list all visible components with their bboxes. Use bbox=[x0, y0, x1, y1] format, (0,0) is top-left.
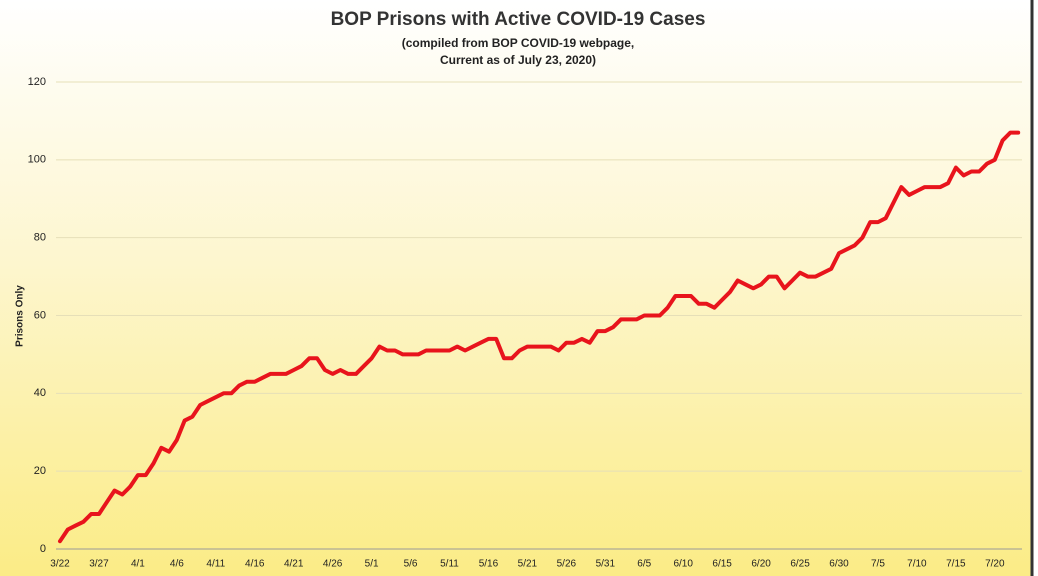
x-tick-label: 6/15 bbox=[712, 559, 732, 570]
x-tick-label: 7/20 bbox=[985, 559, 1005, 570]
x-tick-label: 4/6 bbox=[170, 559, 184, 570]
x-tick-label: 6/30 bbox=[829, 559, 849, 570]
y-tick-label: 120 bbox=[28, 76, 46, 88]
x-tick-label: 7/15 bbox=[946, 559, 966, 570]
x-tick-label: 5/1 bbox=[365, 559, 379, 570]
x-tick-label: 6/25 bbox=[790, 559, 810, 570]
x-tick-label: 6/5 bbox=[637, 559, 651, 570]
x-tick-label: 6/10 bbox=[673, 559, 693, 570]
y-tick-label: 60 bbox=[34, 309, 46, 321]
x-tick-label: 4/26 bbox=[323, 559, 343, 570]
x-tick-label: 6/20 bbox=[751, 559, 771, 570]
y-tick-label: 0 bbox=[40, 543, 46, 555]
y-axis-label: Prisons Only bbox=[15, 285, 26, 347]
x-tick-label: 5/11 bbox=[440, 559, 459, 570]
x-tick-label: 3/22 bbox=[50, 559, 70, 570]
chart-title: BOP Prisons with Active COVID-19 Cases bbox=[331, 9, 706, 30]
x-tick-label: 7/10 bbox=[907, 559, 927, 570]
x-tick-label: 7/5 bbox=[871, 559, 885, 570]
x-tick-label: 4/1 bbox=[131, 559, 145, 570]
x-tick-label: 4/11 bbox=[206, 559, 225, 570]
chart-subtitle: Current as of July 23, 2020) bbox=[440, 53, 596, 67]
y-tick-label: 80 bbox=[34, 232, 46, 244]
y-tick-label: 40 bbox=[34, 387, 46, 399]
x-tick-label: 5/31 bbox=[596, 559, 616, 570]
x-tick-label: 5/16 bbox=[479, 559, 499, 570]
x-tick-label: 4/16 bbox=[245, 559, 265, 570]
chart-subtitle: (compiled from BOP COVID-19 webpage, bbox=[402, 36, 635, 50]
x-tick-label: 5/26 bbox=[557, 559, 577, 570]
x-tick-label: 4/21 bbox=[284, 559, 304, 570]
y-tick-label: 20 bbox=[34, 465, 46, 477]
x-tick-label: 3/27 bbox=[89, 559, 109, 570]
data-line bbox=[58, 130, 1021, 544]
y-tick-label: 100 bbox=[28, 154, 46, 166]
x-tick-label: 5/6 bbox=[404, 559, 418, 570]
x-tick-label: 5/21 bbox=[518, 559, 538, 570]
